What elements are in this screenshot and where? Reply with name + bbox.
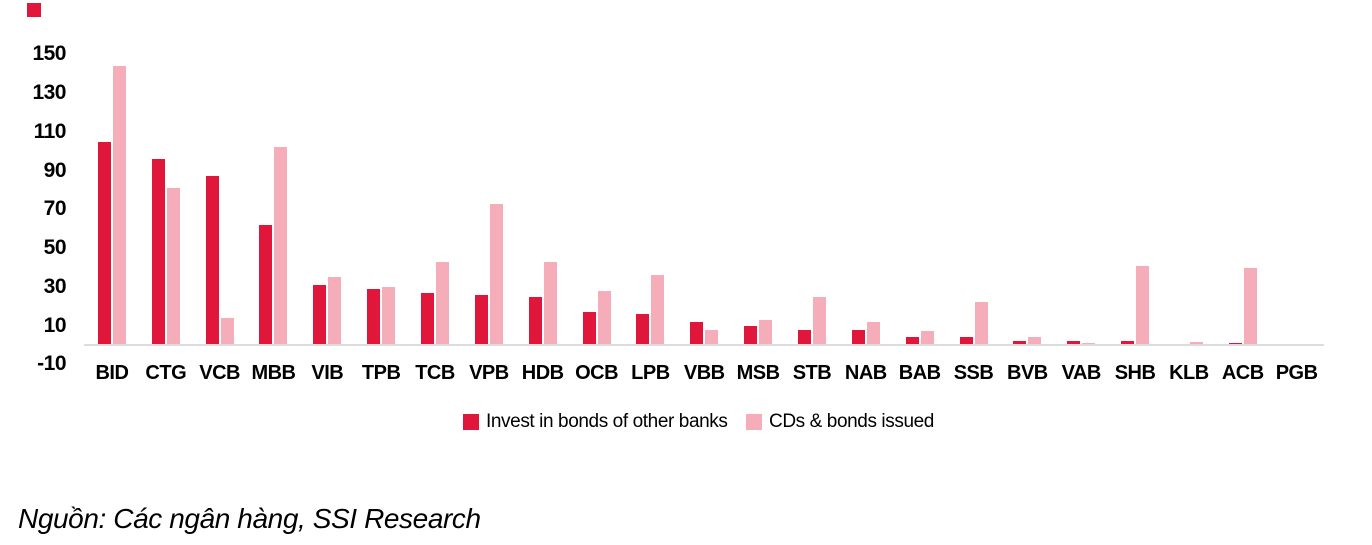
bar-cds-TCB [436, 261, 450, 345]
x-axis-label: OCB [575, 362, 619, 384]
x-axis-label: SSB [953, 362, 994, 384]
bar-invest-SSB [959, 337, 973, 345]
bar-cds-MSB [759, 319, 773, 345]
y-axis-tick: 50 [43, 236, 67, 260]
legend-swatch-cds-icon [746, 414, 762, 430]
bar-cds-CTG [166, 188, 180, 345]
bar-invest-VCB [205, 176, 219, 345]
x-axis-label: TCB [415, 362, 455, 384]
y-axis-tick: 110 [33, 119, 67, 143]
x-axis-label: CTG [145, 362, 187, 384]
legend-item-invest: Invest in bonds of other banks [463, 411, 728, 432]
bar-cds-SHB [1136, 265, 1150, 345]
bar-cds-MBB [274, 147, 288, 345]
bar-invest-VIB [313, 284, 327, 345]
bar-invest-BAB [905, 337, 919, 345]
bar-invest-MSB [744, 325, 758, 345]
y-axis-tick: 90 [43, 158, 67, 182]
bar-invest-OCB [582, 312, 596, 345]
y-axis-tick: 150 [32, 42, 66, 66]
x-axis-label: PGB [1275, 362, 1318, 384]
x-axis-label: BID [95, 362, 129, 384]
y-axis-tick: 130 [32, 81, 66, 105]
bar-invest-CTG [151, 159, 165, 345]
legend-label-cds: CDs & bonds issued [769, 411, 934, 432]
bar-invest-HDB [528, 296, 542, 345]
bar-cds-OCB [597, 290, 611, 345]
x-axis-label: MSB [736, 362, 780, 384]
bar-cds-STB [812, 296, 826, 345]
bar-cds-ACB [1243, 267, 1257, 345]
bar-cds-SSB [974, 302, 988, 345]
legend-swatch-invest-icon [463, 414, 479, 430]
y-axis-tick: 70 [43, 197, 67, 221]
bar-cds-VBB [705, 329, 719, 345]
bar-invest-VBB [690, 321, 704, 345]
bar-cds-BID [112, 66, 126, 345]
bar-cds-VPB [489, 203, 503, 345]
bar-invest-TPB [367, 288, 381, 345]
bar-invest-STB [797, 329, 811, 345]
x-axis-label: VIB [311, 362, 344, 384]
bar-invest-VAB [1067, 341, 1081, 345]
bar-cds-VIB [328, 277, 342, 345]
bar-invest-TCB [421, 292, 435, 345]
bar-cds-HDB [543, 261, 557, 345]
x-axis-label: TPB [361, 362, 401, 384]
x-axis-line [84, 343, 1324, 346]
x-axis-label: NAB [844, 362, 887, 384]
x-axis-label: KLB [1169, 362, 1209, 384]
bar-cds-NAB [866, 321, 880, 345]
y-axis-tick: -10 [37, 352, 66, 376]
legend-item-cds: CDs & bonds issued [746, 411, 934, 432]
bar-invest-VPB [474, 294, 488, 345]
x-axis-label: SHB [1114, 362, 1156, 384]
x-axis-label: LPB [631, 362, 670, 384]
bar-invest-BID [97, 141, 111, 345]
y-axis-tick: 10 [43, 313, 67, 337]
x-axis-label: STB [792, 362, 832, 384]
x-axis-label: VCB [199, 362, 240, 384]
bar-cds-TPB [382, 286, 396, 345]
bar-cds-LPB [651, 275, 665, 345]
x-axis-label: BAB [898, 362, 941, 384]
bar-invest-SHB [1121, 341, 1135, 345]
bar-cds-BAB [920, 331, 934, 345]
x-axis-label: VAB [1061, 362, 1102, 384]
x-axis-label: HDB [521, 362, 564, 384]
x-axis-label: MBB [251, 362, 296, 384]
y-axis-tick: 30 [43, 274, 67, 298]
x-axis-label: VBB [683, 362, 725, 384]
bar-invest-BVB [1013, 341, 1027, 345]
bar-invest-LPB [636, 314, 650, 345]
red-square-bullet [27, 3, 41, 17]
bar-invest-MBB [259, 224, 273, 345]
bar-invest-NAB [851, 329, 865, 345]
x-axis-label: BVB [1007, 362, 1048, 384]
bar-cds-VCB [220, 317, 234, 345]
x-axis-label: VPB [469, 362, 509, 384]
source-note: Nguồn: Các ngân hàng, SSI Research [18, 503, 481, 534]
bar-cds-BVB [1028, 337, 1042, 345]
x-axis-label: ACB [1221, 362, 1264, 384]
legend-label-invest: Invest in bonds of other banks [486, 411, 728, 432]
